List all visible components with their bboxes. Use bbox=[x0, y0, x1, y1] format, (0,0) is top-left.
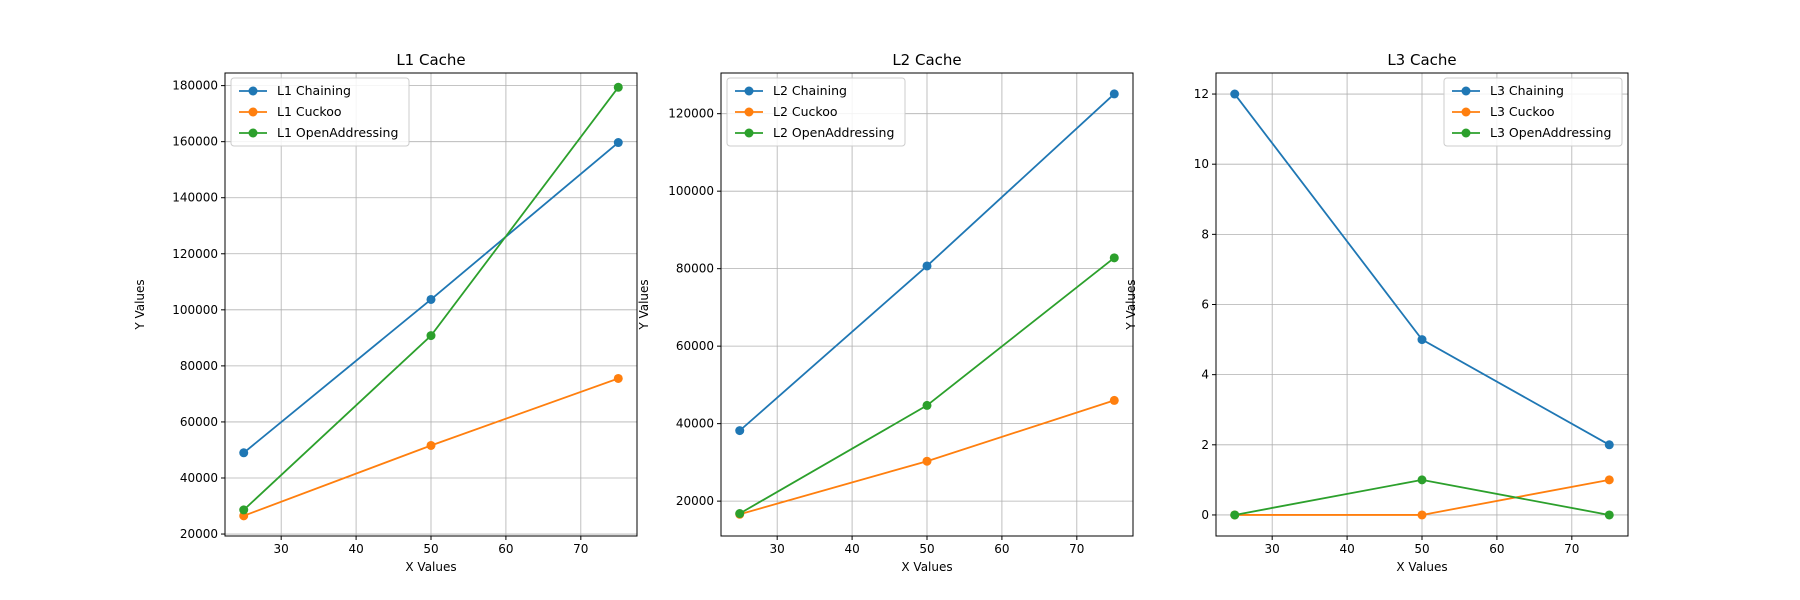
x-axis-label: X Values bbox=[1396, 560, 1447, 574]
y-tick-label: 120000 bbox=[668, 107, 714, 121]
data-point bbox=[426, 440, 436, 450]
data-point bbox=[239, 505, 249, 515]
data-point bbox=[922, 456, 932, 466]
x-tick-label: 40 bbox=[1339, 542, 1354, 556]
y-tick-label: 4 bbox=[1201, 368, 1209, 382]
x-tick-label: 50 bbox=[423, 542, 438, 556]
data-point bbox=[1604, 510, 1614, 520]
y-tick-label: 0 bbox=[1201, 508, 1209, 522]
legend-swatch-marker bbox=[1461, 86, 1471, 96]
y-tick-label: 40000 bbox=[676, 417, 714, 431]
legend-swatch-marker bbox=[248, 86, 258, 96]
y-tick-label: 120000 bbox=[172, 247, 218, 261]
data-point bbox=[426, 331, 436, 341]
x-tick-label: 30 bbox=[1265, 542, 1280, 556]
chart-title: L2 Cache bbox=[892, 51, 961, 69]
data-point bbox=[613, 373, 623, 383]
legend-label: L3 OpenAddressing bbox=[1490, 125, 1611, 140]
legend-label: L3 Chaining bbox=[1490, 83, 1564, 98]
legend-label: L1 OpenAddressing bbox=[277, 125, 398, 140]
legend: L3 Chaining L3 Cuckoo L3 OpenAddressing bbox=[1443, 77, 1623, 147]
y-tick-label: 10 bbox=[1194, 157, 1209, 171]
y-axis-label: Y Values bbox=[1124, 279, 1138, 330]
x-axis-label: X Values bbox=[405, 560, 456, 574]
x-tick-label: 40 bbox=[844, 542, 859, 556]
x-tick-label: 30 bbox=[770, 542, 785, 556]
x-axis-label: X Values bbox=[901, 560, 952, 574]
legend: L2 Chaining L2 Cuckoo L2 OpenAddressing bbox=[726, 77, 906, 147]
legend-label: L2 Cuckoo bbox=[773, 104, 838, 119]
data-point bbox=[1417, 335, 1427, 345]
chart-panel-3: 30 40 50 60 70 0 2 4 6 8 10 12 L3 Cache X Values Y Val… bbox=[1124, 51, 1629, 574]
data-point bbox=[1604, 475, 1614, 485]
data-point bbox=[922, 400, 932, 410]
y-tick-label: 60000 bbox=[676, 339, 714, 353]
legend: L1 Chaining L1 Cuckoo L1 OpenAddressing bbox=[230, 77, 410, 147]
data-point bbox=[1109, 89, 1119, 99]
x-tick-label: 70 bbox=[1564, 542, 1579, 556]
y-tick-label: 100000 bbox=[172, 303, 218, 317]
y-tick-label: 60000 bbox=[180, 415, 218, 429]
x-tick-label: 30 bbox=[274, 542, 289, 556]
chart-panel-1: 30 40 50 60 70 20000 40000 60000 80000 100000 1200… bbox=[133, 51, 638, 574]
chart-title: L1 Cache bbox=[396, 51, 465, 69]
data-point bbox=[613, 82, 623, 92]
y-tick-label: 180000 bbox=[172, 79, 218, 93]
x-tick-label: 60 bbox=[498, 542, 513, 556]
legend-swatch-marker bbox=[744, 128, 754, 138]
legend-box bbox=[1443, 77, 1623, 147]
data-point bbox=[1109, 253, 1119, 263]
data-point bbox=[922, 261, 932, 271]
y-tick-label: 20000 bbox=[180, 527, 218, 541]
legend-label: L2 OpenAddressing bbox=[773, 125, 894, 140]
y-tick-label: 160000 bbox=[172, 135, 218, 149]
legend-label: L2 Chaining bbox=[773, 83, 847, 98]
legend-box bbox=[726, 77, 906, 147]
data-point bbox=[735, 509, 745, 519]
x-tick-label: 70 bbox=[1069, 542, 1084, 556]
legend-label: L3 Cuckoo bbox=[1490, 104, 1555, 119]
legend-swatch-marker bbox=[248, 128, 258, 138]
y-tick-label: 8 bbox=[1201, 227, 1209, 241]
y-tick-label: 140000 bbox=[172, 191, 218, 205]
legend-swatch-marker bbox=[744, 107, 754, 117]
y-axis-label: Y Values bbox=[637, 279, 651, 330]
legend-swatch-marker bbox=[1461, 107, 1471, 117]
legend-swatch-marker bbox=[248, 107, 258, 117]
y-tick-label: 2 bbox=[1201, 438, 1209, 452]
x-tick-label: 50 bbox=[1414, 542, 1429, 556]
data-point bbox=[1417, 475, 1427, 485]
y-tick-label: 20000 bbox=[676, 494, 714, 508]
x-tick-label: 50 bbox=[919, 542, 934, 556]
y-tick-label: 12 bbox=[1194, 87, 1209, 101]
y-tick-label: 80000 bbox=[180, 359, 218, 373]
data-point bbox=[613, 138, 623, 148]
chart-title: L3 Cache bbox=[1387, 51, 1456, 69]
y-axis-label: Y Values bbox=[133, 279, 147, 330]
legend-label: L1 Cuckoo bbox=[277, 104, 342, 119]
legend-box bbox=[230, 77, 410, 147]
data-point bbox=[1230, 89, 1240, 99]
x-tick-label: 40 bbox=[348, 542, 363, 556]
x-tick-label: 60 bbox=[1489, 542, 1504, 556]
data-point bbox=[1230, 510, 1240, 520]
chart-panel-2: 30 40 50 60 70 20000 40000 60000 80000 100000 1200… bbox=[637, 51, 1134, 574]
y-tick-label: 40000 bbox=[180, 471, 218, 485]
legend-swatch-marker bbox=[744, 86, 754, 96]
y-tick-label: 6 bbox=[1201, 298, 1209, 312]
legend-label: L1 Chaining bbox=[277, 83, 351, 98]
x-tick-label: 60 bbox=[994, 542, 1009, 556]
data-point bbox=[1109, 395, 1119, 405]
data-point bbox=[426, 294, 436, 304]
x-tick-label: 70 bbox=[573, 542, 588, 556]
legend-swatch-marker bbox=[1461, 128, 1471, 138]
data-point bbox=[239, 448, 249, 458]
data-point bbox=[735, 426, 745, 436]
y-tick-label: 100000 bbox=[668, 184, 714, 198]
data-point bbox=[1417, 510, 1427, 520]
data-point bbox=[1604, 440, 1614, 450]
y-tick-label: 80000 bbox=[676, 262, 714, 276]
